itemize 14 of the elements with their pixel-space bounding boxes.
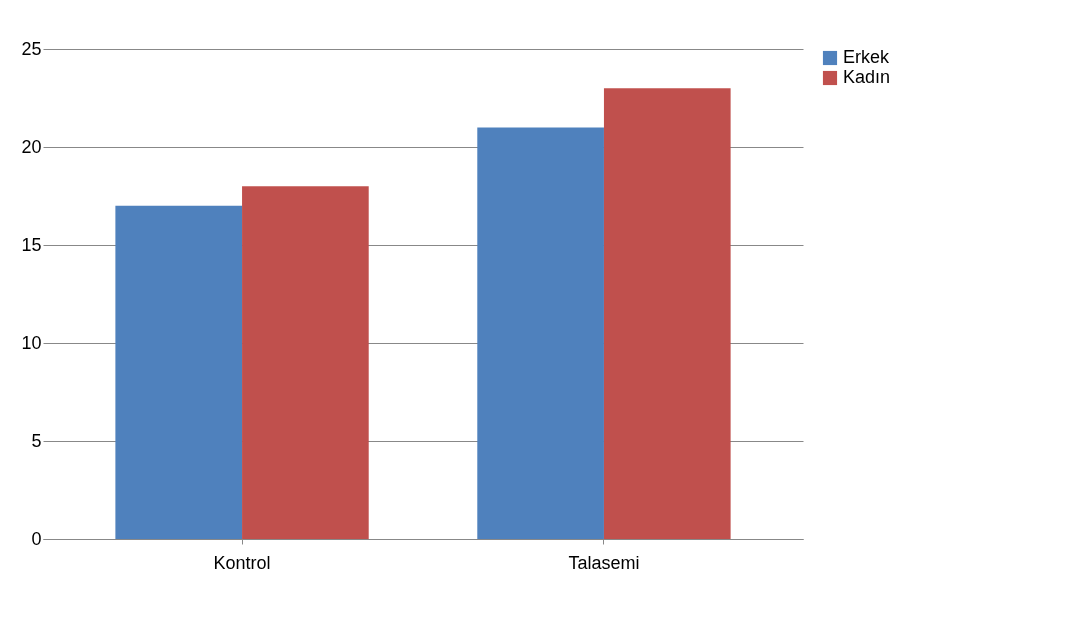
y-tick-label: 5 (31, 430, 42, 451)
y-tick-label: 25 (21, 38, 42, 59)
x-tick-label: Talasemi (568, 552, 640, 573)
bar (603, 88, 731, 539)
y-tick-label: 0 (31, 528, 42, 549)
legend-label: Kadın (843, 67, 891, 87)
legend-label: Erkek (843, 47, 891, 67)
x-tick-label: Kontrol (213, 552, 271, 573)
bar (242, 186, 369, 539)
y-tick-label: 10 (21, 332, 42, 353)
bar (115, 205, 243, 539)
bar (477, 127, 604, 539)
y-tick-label: 20 (21, 136, 42, 157)
y-tick-label: 15 (21, 234, 42, 255)
